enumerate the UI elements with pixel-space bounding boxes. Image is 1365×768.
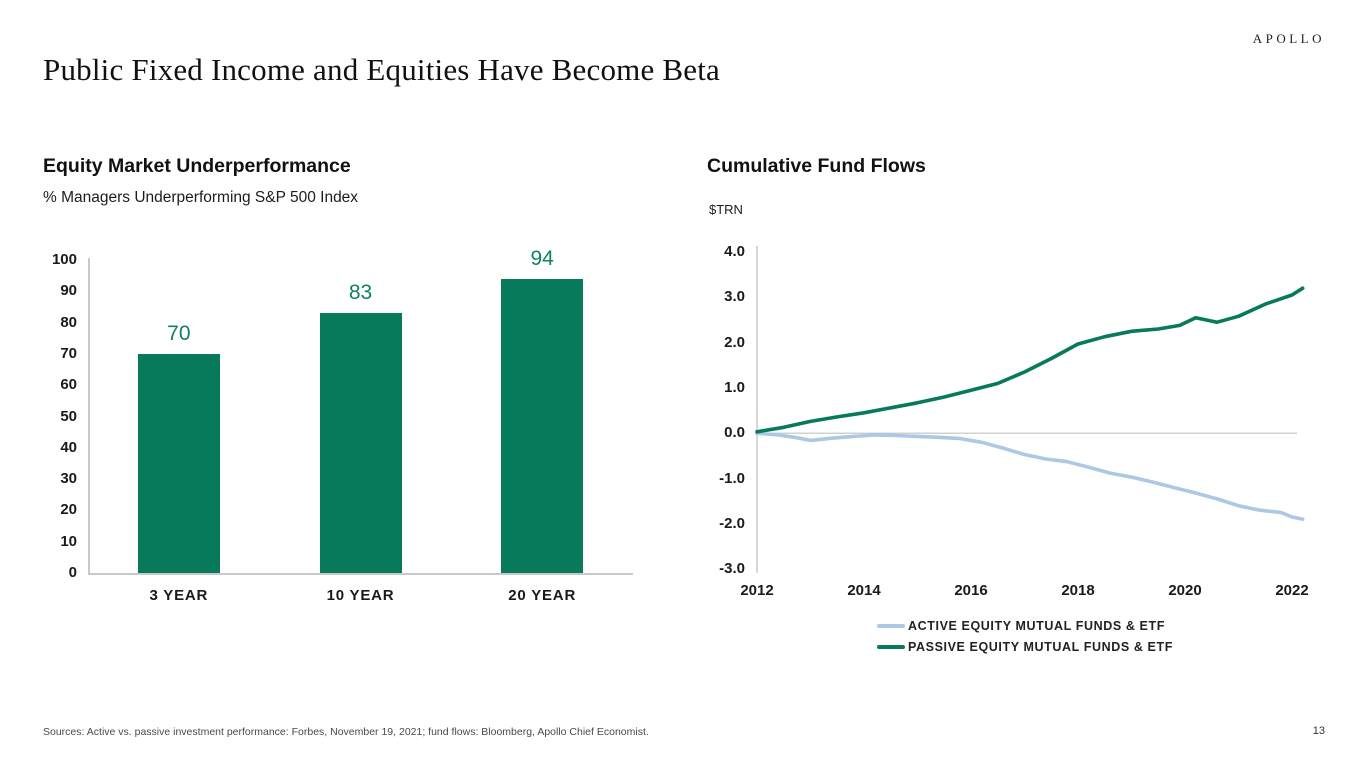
x-tick-label: 2018 bbox=[1061, 582, 1095, 599]
passive-series-line bbox=[755, 286, 1305, 434]
y-tick-label: -2.0 bbox=[719, 514, 745, 532]
x-category-label: 3 YEAR bbox=[149, 587, 209, 604]
y-tick-label: -1.0 bbox=[719, 469, 745, 487]
y-tick-label: 30 bbox=[60, 470, 77, 488]
x-category-label: 20 YEAR bbox=[508, 587, 577, 604]
x-tick-label: 2016 bbox=[954, 582, 988, 599]
y-tick-label: 50 bbox=[60, 407, 77, 425]
y-tick-label: 70 bbox=[60, 344, 77, 362]
x-category-label: 10 YEAR bbox=[326, 587, 395, 604]
y-tick-label: 2.0 bbox=[724, 333, 745, 351]
x-tick-label: 2012 bbox=[740, 582, 774, 599]
passive-series-swatch bbox=[877, 645, 905, 649]
bar-chart-title: Equity Market Underperformance bbox=[43, 155, 351, 177]
active-series-line bbox=[755, 431, 1305, 522]
line-chart-canvas bbox=[755, 246, 1305, 573]
bar-value-label: 83 bbox=[348, 281, 373, 305]
legend-item-active: ACTIVE EQUITY MUTUAL FUNDS & ETF bbox=[877, 617, 1173, 635]
y-tick-label: 100 bbox=[51, 251, 77, 268]
legend-label-active: ACTIVE EQUITY MUTUAL FUNDS & ETF bbox=[908, 619, 1165, 633]
x-tick-label: 2014 bbox=[847, 582, 881, 599]
y-axis-line bbox=[88, 258, 90, 573]
line-chart-unit-label: $TRN bbox=[709, 202, 743, 217]
y-tick-label: 40 bbox=[60, 438, 77, 456]
y-tick-label: 60 bbox=[60, 376, 77, 394]
sources-note: Sources: Active vs. passive investment p… bbox=[43, 726, 649, 738]
y-tick-label: 3.0 bbox=[724, 288, 745, 306]
y-tick-label: 90 bbox=[60, 282, 77, 300]
y-tick-label: 80 bbox=[60, 313, 77, 331]
page-title: Public Fixed Income and Equities Have Be… bbox=[43, 52, 720, 87]
x-axis-line bbox=[88, 573, 633, 575]
bar-value-label: 94 bbox=[530, 246, 554, 270]
legend-label-passive: PASSIVE EQUITY MUTUAL FUNDS & ETF bbox=[908, 640, 1173, 654]
y-tick-label: 0 bbox=[68, 564, 77, 581]
apollo-logo: APOLLO bbox=[1252, 31, 1325, 46]
line-chart-legend: ACTIVE EQUITY MUTUAL FUNDS & ETF PASSIVE… bbox=[877, 617, 1173, 656]
bar-chart-subtitle: % Managers Underperforming S&P 500 Index bbox=[43, 189, 359, 206]
bar-value-label: 70 bbox=[167, 321, 191, 345]
x-tick-label: 2020 bbox=[1168, 582, 1202, 599]
y-tick-label: -3.0 bbox=[719, 560, 745, 578]
y-tick-label: 4.0 bbox=[724, 243, 745, 260]
y-tick-label: 0.0 bbox=[724, 424, 745, 442]
line-chart: 4.0 3.0 2.0 1.0 0.0 -1.0 -2.0 -3.0 2012 2014 2016 2… bbox=[700, 230, 1325, 610]
bar bbox=[137, 353, 220, 573]
page-number: 13 bbox=[1312, 725, 1325, 737]
bar bbox=[319, 313, 402, 573]
line-chart-title: Cumulative Fund Flows bbox=[707, 155, 926, 177]
active-series-swatch bbox=[877, 624, 905, 628]
y-tick-label: 10 bbox=[60, 532, 77, 550]
y-tick-label: 20 bbox=[60, 501, 77, 519]
x-tick-label: 2022 bbox=[1275, 582, 1309, 599]
bar bbox=[501, 278, 584, 573]
y-tick-label: 1.0 bbox=[724, 378, 745, 396]
legend-item-passive: PASSIVE EQUITY MUTUAL FUNDS & ETF bbox=[877, 638, 1173, 656]
bar-chart: 0 10 20 30 40 50 60 70 80 90 100 70 3 YEAR 83 10 YEAR 9… bbox=[43, 247, 643, 622]
